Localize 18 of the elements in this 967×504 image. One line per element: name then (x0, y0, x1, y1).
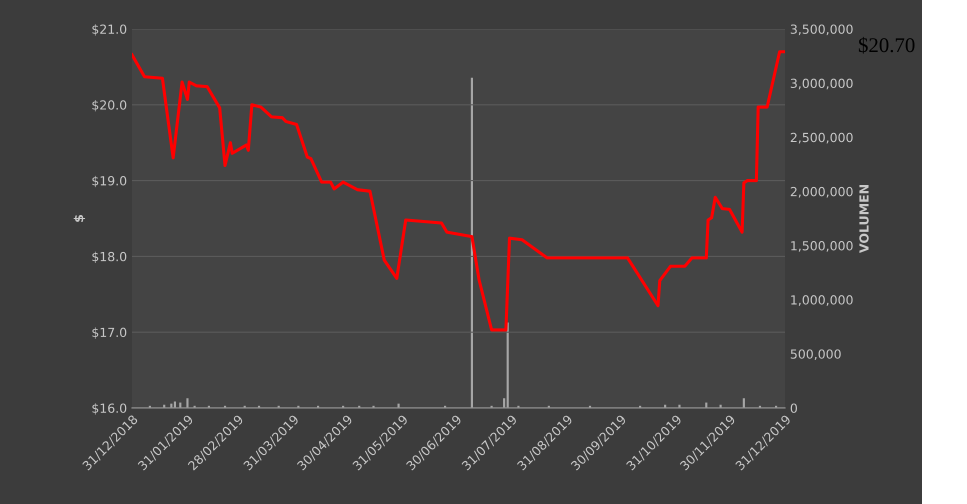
y-tick-label: $16.0 (92, 403, 126, 415)
y2-tick-label: 2,000,000 (790, 186, 853, 198)
y2-axis-title: VOLUMEN (859, 185, 869, 254)
y-tick-label: $20.0 (92, 100, 126, 112)
y-axis-title: $ (74, 214, 86, 222)
y-tick-label: $21.0 (92, 24, 126, 36)
y-tick-label: $18.0 (92, 252, 126, 263)
y2-tick-label: 1,500,000 (791, 241, 853, 252)
line-series (132, 50, 786, 332)
y-tick-label: $19.0 (92, 176, 126, 188)
y2-tick-label: 0 (790, 403, 797, 413)
y2-tick-label: 1,000,000 (791, 295, 853, 306)
y2-tick-label: 2,500,000 (790, 132, 853, 144)
text: $20.70 (858, 36, 914, 54)
y-tick-label: $17.0 (92, 327, 126, 339)
y2-tick-label: 3,000,000 (790, 78, 853, 90)
y2-tick-label: 500,000 (790, 349, 841, 360)
y2-tick-label: 3,500,000 (790, 24, 853, 36)
